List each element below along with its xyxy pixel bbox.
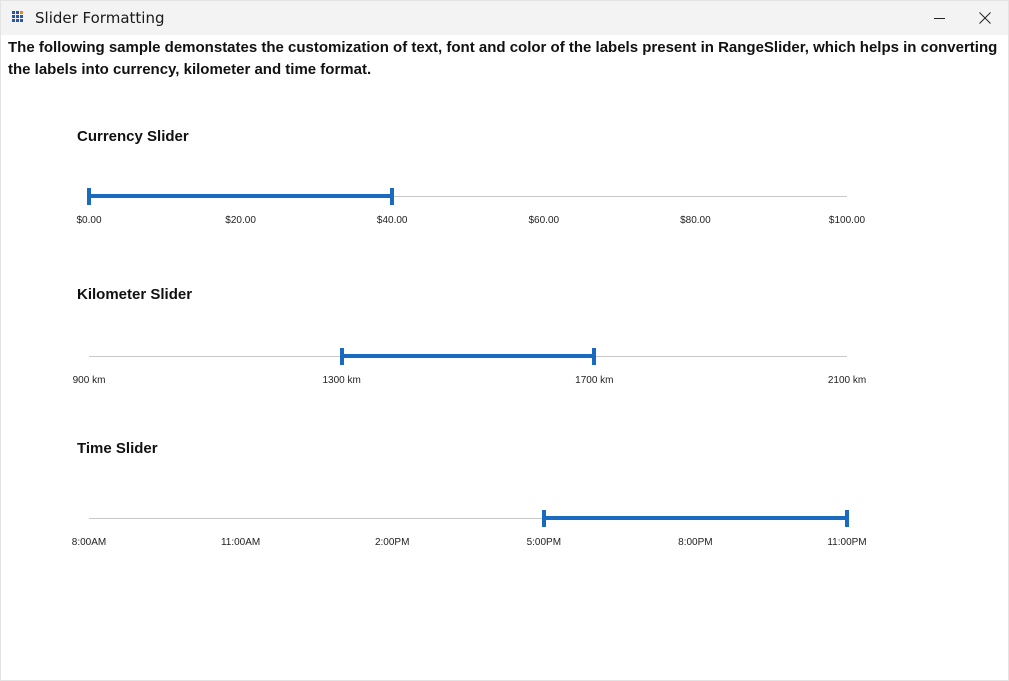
app-grid-icon: [12, 11, 26, 25]
time-slider[interactable]: 8:00AM 11:00AM 2:00PM 5:00PM 8:00PM 11:00PM: [1, 510, 1009, 558]
slider-tick-label: $60.00: [528, 215, 560, 226]
slider-end-thumb[interactable]: [845, 510, 849, 527]
slider-tick-label: 8:00PM: [678, 537, 713, 548]
time-slider-title: Time Slider: [77, 440, 158, 457]
slider-tick-label: 2:00PM: [374, 537, 410, 548]
slider-tick-label: 11:00PM: [827, 537, 867, 548]
slider-tick-label: $40.00: [376, 215, 408, 226]
close-icon: [979, 12, 991, 24]
slider-end-thumb[interactable]: [592, 348, 597, 365]
slider-selected-range[interactable]: [543, 516, 847, 520]
minimize-button[interactable]: [917, 1, 963, 35]
slider-tick-label: 1700 km: [575, 375, 614, 386]
kilometer-slider[interactable]: 900 km 1300 km 1700 km 2100 km: [1, 348, 1009, 396]
slider-end-thumb[interactable]: [390, 188, 395, 205]
slider-track[interactable]: [87, 188, 847, 205]
close-button[interactable]: [962, 1, 1008, 35]
currency-slider-title: Currency Slider: [77, 128, 189, 145]
slider-selected-range[interactable]: [341, 354, 595, 358]
slider-tick-label: 11:00AM: [220, 537, 261, 548]
slider-track[interactable]: [89, 510, 849, 527]
slider-tick-label: $0.00: [76, 215, 102, 226]
slider-tick-label: 2100 km: [827, 375, 867, 386]
currency-slider[interactable]: $0.00 $20.00 $40.00 $60.00 $80.00 $100.00: [1, 188, 1009, 236]
slider-start-thumb[interactable]: [339, 348, 344, 365]
slider-tick-label: 1300 km: [322, 375, 361, 386]
window-title: Slider Formatting: [35, 9, 165, 27]
kilometer-slider-title: Kilometer Slider: [77, 286, 193, 303]
slider-tick-label: $100.00: [828, 215, 866, 226]
slider-tick-label: $20.00: [225, 215, 256, 226]
slider-tick-label: 8:00AM: [71, 537, 107, 548]
slider-selected-range[interactable]: [89, 194, 393, 198]
sample-description: The following sample demonstates the cus…: [8, 39, 998, 78]
minimize-icon: [934, 18, 945, 19]
slider-tick-label: 900 km: [72, 375, 106, 386]
title-bar[interactable]: Slider Formatting: [1, 1, 1008, 35]
slider-start-thumb[interactable]: [87, 188, 91, 205]
slider-track[interactable]: [89, 348, 847, 365]
slider-start-thumb[interactable]: [541, 510, 546, 527]
slider-tick-label: 5:00PM: [526, 537, 562, 548]
slider-tick-label: $80.00: [680, 215, 711, 226]
